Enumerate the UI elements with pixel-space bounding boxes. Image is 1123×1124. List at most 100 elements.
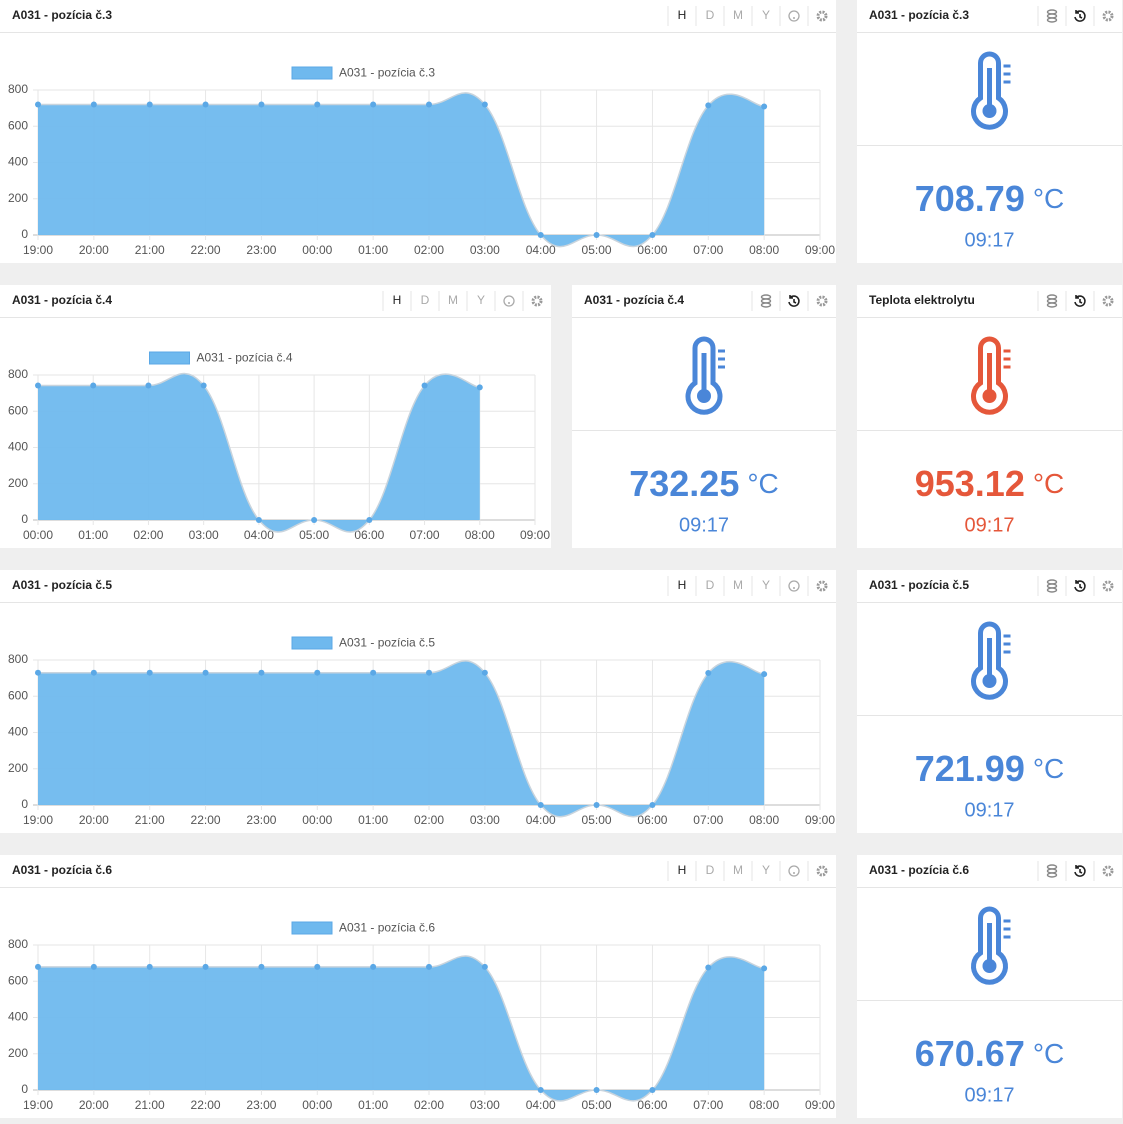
range-button[interactable]: H [678,578,687,592]
gear-hole [1106,299,1110,303]
line [37,660,765,818]
help-dot [508,302,510,304]
gauge-reading: 732.25 °C [629,463,779,504]
database-icon[interactable] [1046,872,1058,878]
range-button[interactable]: Y [762,578,770,592]
thermometer-stem [701,353,707,393]
help-dot [793,17,795,19]
x-tick-label: 06:00 [637,243,667,257]
x-tick-label: 20:00 [79,813,109,827]
point [35,963,41,970]
point [370,963,377,970]
range-button[interactable]: M [448,293,458,307]
gear-hole [1106,869,1110,873]
gear-icon[interactable] [1102,295,1114,307]
gear-icon[interactable] [816,865,828,877]
x-tick-label: 00:00 [302,243,332,257]
gauge-reading: 721.99 °C [915,748,1065,789]
point [90,669,97,676]
point [537,802,544,808]
range-button[interactable]: Y [477,293,485,307]
point [314,101,321,108]
gear-icon[interactable] [816,580,828,592]
point [145,382,152,389]
point [90,382,97,389]
range-button[interactable]: H [678,8,687,22]
history-icon[interactable] [1074,865,1086,877]
thermometer-bulb [982,674,997,688]
point [146,963,153,970]
range-button[interactable]: H [678,863,687,877]
area [38,955,765,1101]
database-icon[interactable] [760,302,772,308]
range-button[interactable]: M [733,8,743,22]
x-tick-label: 04:00 [526,1098,556,1112]
x-tick-label: 00:00 [302,813,332,827]
gear-hole [820,584,824,588]
gear-icon[interactable] [1102,865,1114,877]
range-button[interactable]: M [733,578,743,592]
point [258,669,265,676]
line [38,92,765,248]
x-tick-label: 23:00 [246,243,276,257]
panel-title: A031 - pozícia č.4 [584,293,684,307]
help-icon[interactable] [788,580,800,592]
help-icon[interactable] [788,865,800,877]
y-tick-label: 600 [8,973,28,987]
history-icon[interactable] [1074,10,1086,22]
x-tick-label: 19:00 [23,1098,53,1112]
range-button[interactable]: Y [762,8,770,22]
point [255,517,262,523]
y-tick-label: 0 [21,512,28,526]
gear-icon[interactable] [816,295,828,307]
legend-swatch [149,351,190,365]
x-tick-label: 07:00 [693,813,723,827]
gear-hole [820,869,824,873]
point [370,669,377,676]
x-tick-label: 03:00 [470,1098,500,1112]
database-icon[interactable] [1046,17,1058,23]
panel-title: A031 - pozícia č.3 [12,8,112,22]
legend-label: A031 - pozícia č.5 [339,636,435,650]
x-tick-label: 03:00 [189,528,219,542]
y-tick-label: 200 [8,1046,28,1060]
gauge-time: 09:17 [679,514,729,536]
x-tick-label: 09:00 [805,813,835,827]
database-icon[interactable] [1046,587,1058,593]
help-icon[interactable] [503,295,515,307]
point [314,963,321,970]
point [426,669,432,676]
point [258,963,265,970]
y-tick-label: 600 [8,403,28,417]
range-button[interactable]: Y [762,863,770,877]
point [705,102,712,109]
range-button[interactable]: D [706,8,715,22]
history-icon[interactable] [788,295,800,307]
gear-icon[interactable] [531,295,543,307]
gear-hole [535,299,539,303]
help-dot [793,872,795,874]
area [38,660,765,817]
x-tick-label: 01:00 [358,243,388,257]
range-button[interactable]: M [733,863,743,877]
point [35,382,41,389]
thermometer [971,906,1008,985]
range-button[interactable]: D [706,578,715,592]
help-icon[interactable] [788,10,800,22]
point [537,1087,544,1093]
y-tick-label: 200 [8,191,28,205]
gear-hole [820,299,824,303]
gear-icon[interactable] [816,10,828,22]
point [311,517,318,523]
gear-icon[interactable] [1102,10,1114,22]
history-icon[interactable] [1074,295,1086,307]
range-button[interactable]: H [393,293,402,307]
y-tick-label: 600 [8,688,28,702]
database-icon[interactable] [1046,302,1058,308]
gear-icon[interactable] [1102,580,1114,592]
point [421,382,428,389]
history-icon[interactable] [1074,580,1086,592]
panel-title: Teplota elektrolytu [869,293,975,307]
range-button[interactable]: D [421,293,430,307]
range-button[interactable]: D [706,863,715,877]
